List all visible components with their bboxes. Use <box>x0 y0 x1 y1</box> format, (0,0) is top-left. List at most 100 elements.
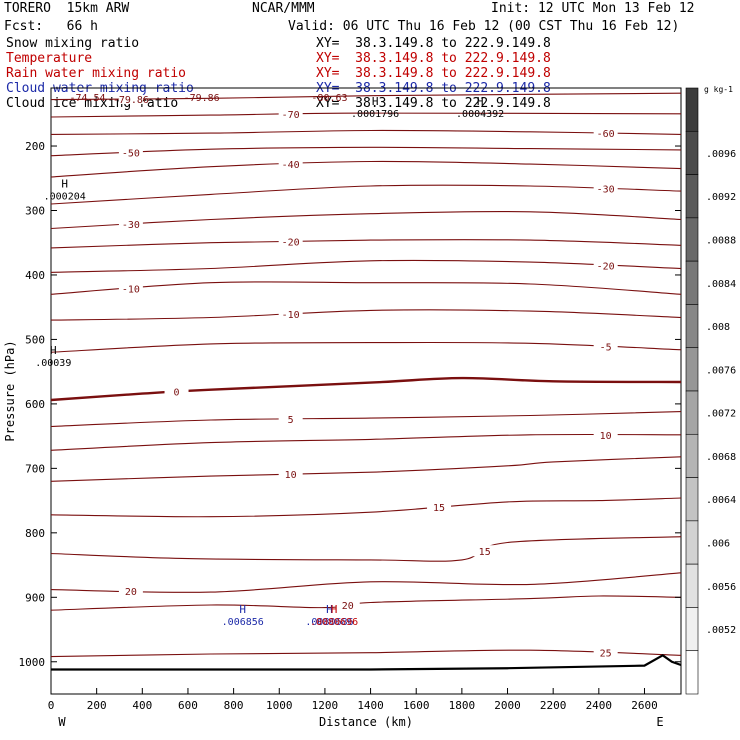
colorbar-tick-label: .0076 <box>706 365 736 376</box>
isotherm-label-bg <box>118 584 143 596</box>
isotherm-label-bg <box>278 108 303 120</box>
y-tick-label: 700 <box>25 462 45 475</box>
isotherm-label-bg <box>118 92 143 104</box>
colorbar-tick-label: .0084 <box>706 279 736 290</box>
isotherm-line <box>50 595 682 611</box>
extremum-marker: H <box>331 603 338 616</box>
field-xy-snow: XY= 38.3.149.8 to 222.9.149.8 <box>316 36 551 51</box>
isotherm-label: 10 <box>600 431 612 442</box>
x-tick-label: 400 <box>132 699 152 712</box>
init-time: Init: 12 UTC Mon 13 Feb 12 <box>491 1 695 16</box>
x-tick-label: 2400 <box>586 699 613 712</box>
colorbar-swatch <box>685 477 699 522</box>
isotherm-label-bg <box>335 599 360 611</box>
x-tick-label: 1800 <box>449 699 476 712</box>
colorbar-swatch <box>685 390 699 435</box>
y-tick-label: 1000 <box>19 656 46 669</box>
colorbar-swatch <box>685 347 699 392</box>
x-tick-label: 2000 <box>494 699 521 712</box>
isotherm-line <box>50 433 682 451</box>
field-xy-rain: XY= 38.3.149.8 to 222.9.149.8 <box>316 66 551 81</box>
plot-frame <box>50 87 682 695</box>
x-axis-title: Distance (km) <box>319 715 413 729</box>
extremum-marker: H <box>239 603 246 616</box>
isotherm-label: -10 <box>122 284 140 295</box>
colorbar-tick-label: .0064 <box>706 495 736 506</box>
x-tick-label: 2600 <box>631 699 658 712</box>
isotherm-line <box>50 341 682 353</box>
isotherm-label: 5 <box>288 415 294 426</box>
isotherm-line <box>50 572 682 593</box>
extremum-marker: H <box>326 603 333 616</box>
isotherm-label-bg <box>278 468 303 480</box>
x-tick-label: 1400 <box>357 699 384 712</box>
isotherm-label-bg <box>593 646 618 658</box>
field-label-rain: Rain water mixing ratio <box>6 66 187 81</box>
colorbar-tick-label: .0072 <box>706 409 736 420</box>
isotherm-label: 15 <box>479 547 491 558</box>
y-tick-label: 200 <box>25 140 45 153</box>
extreme-temperature-label: -80.63 <box>311 93 347 104</box>
extremum-marker: H <box>50 344 57 357</box>
colorbar-tick-label: .0052 <box>706 625 736 636</box>
isotherm-label: -20 <box>597 261 615 272</box>
isotherm-line <box>50 160 682 178</box>
terrain-line <box>51 654 682 671</box>
isotherm-label-bg <box>118 218 143 230</box>
isotherm-label: -60 <box>597 129 615 140</box>
extremum-value: .0080696 <box>310 617 358 628</box>
valid-time: Valid: 06 UTC Thu 16 Feb 12 (00 CST Thu … <box>288 19 680 34</box>
extremum-marker: H <box>61 178 68 191</box>
colorbar-units: g kg-1 <box>704 85 733 94</box>
field-label-snow: Snow mixing ratio <box>6 36 140 51</box>
colorbar-tick-label: .0056 <box>706 582 736 593</box>
y-tick-label: 400 <box>25 269 45 282</box>
colorbar-swatch <box>685 217 699 262</box>
isotherm-label: -5 <box>600 343 612 354</box>
isotherm-line <box>50 536 682 562</box>
isotherm-label-bg <box>593 127 618 139</box>
isotherm-line <box>50 184 682 205</box>
isotherm-line <box>50 112 682 118</box>
east-label: E <box>656 715 663 729</box>
colorbar-swatch <box>685 433 699 478</box>
extremum-marker: H <box>477 95 484 108</box>
isotherm-label-bg <box>278 235 303 247</box>
colorbar-tick-label: .006 <box>706 539 730 550</box>
isotherm-label-bg <box>278 307 303 319</box>
x-tick-label: 1000 <box>266 699 293 712</box>
isotherm-label-bg <box>118 282 143 294</box>
colorbar-swatch <box>685 650 699 695</box>
extremum-value: .00039 <box>35 358 71 369</box>
isotherm-label: -20 <box>282 237 300 248</box>
x-tick-label: 1200 <box>312 699 339 712</box>
isotherm-line <box>50 497 682 518</box>
colorbar-swatch <box>685 563 699 608</box>
y-axis-title: Pressure (hPa) <box>3 340 17 441</box>
field-label-temperature: Temperature <box>6 51 93 66</box>
extreme-temperature-label: -79.86 <box>184 93 220 104</box>
isotherm-label-bg <box>593 428 618 440</box>
isotherm-line <box>50 129 682 135</box>
isotherm-label-bg <box>593 340 618 352</box>
isotherm-label: -30 <box>597 185 615 196</box>
isotherm-label: 25 <box>600 649 612 660</box>
x-tick-label: 2200 <box>540 699 567 712</box>
forecast-hour: Fcst: 66 h <box>4 19 98 34</box>
x-tick-label: 800 <box>224 699 244 712</box>
model-title: TORERO 15km ARW <box>4 1 130 16</box>
isotherm-label: 10 <box>285 470 297 481</box>
isotherm-label: -30 <box>122 220 140 231</box>
isotherm-label-bg <box>593 182 618 194</box>
isotherm-label-bg <box>164 385 189 397</box>
colorbar-swatch <box>685 260 699 305</box>
isotherm-line <box>50 649 682 658</box>
isotherm-label: -10 <box>282 310 300 321</box>
isotherm-line <box>50 281 682 295</box>
colorbar-swatch <box>685 520 699 565</box>
isotherm-label: 15 <box>433 503 445 514</box>
colorbar-tick-label: .008 <box>706 322 730 333</box>
isotherm-label: 20 <box>342 601 354 612</box>
isotherm-label-bg <box>593 259 618 271</box>
